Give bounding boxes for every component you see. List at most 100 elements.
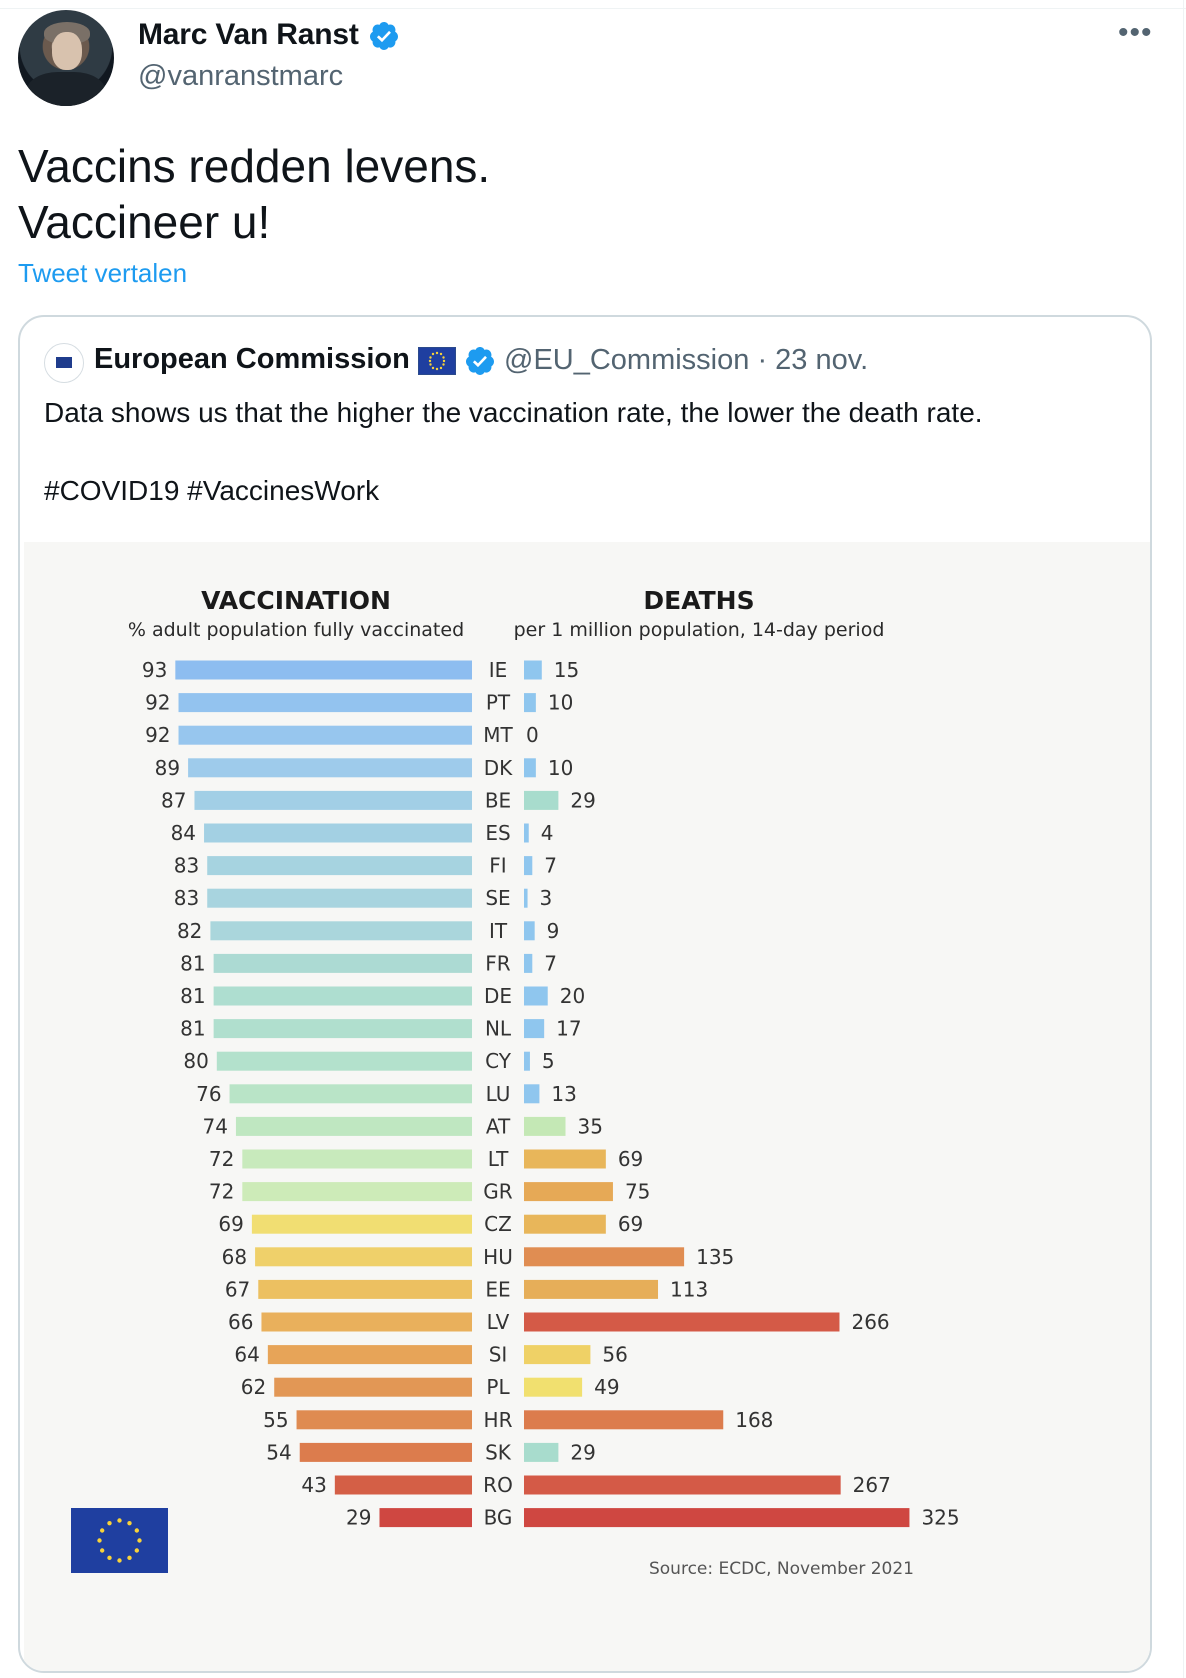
deaths-bar-NL	[524, 1019, 545, 1039]
eu-star	[99, 1528, 105, 1533]
eu-flag-icon	[418, 347, 456, 375]
quoted-hashtags[interactable]: #COVID19 #VaccinesWork	[44, 475, 380, 506]
vaccination-deaths-chart[interactable]: VACCINATION % adult population fully vac…	[24, 542, 1150, 1671]
deaths-bar-CY	[524, 1051, 530, 1071]
country-label-IT: IT	[489, 919, 508, 943]
deaths-bar-FR	[524, 953, 533, 973]
deaths-value-label: 56	[602, 1343, 627, 1367]
vaccination-value-label: 93	[142, 658, 167, 682]
deaths-value-label: 29	[570, 788, 595, 812]
vaccination-bar-BE	[194, 790, 472, 810]
translate-tweet-link[interactable]: Tweet vertalen	[18, 258, 188, 288]
quoted-author-avatar[interactable]	[44, 343, 84, 383]
country-label-LT: LT	[488, 1147, 509, 1171]
vaccination-value-label: 69	[218, 1212, 243, 1236]
vaccination-value-label: 66	[228, 1310, 253, 1334]
vaccination-bar-LV	[261, 1312, 472, 1332]
quoted-handle-date[interactable]: @EU_Commission · 23 nov.	[504, 344, 869, 376]
deaths-bar-PT	[524, 693, 536, 713]
country-label-MT: MT	[483, 723, 513, 747]
vaccination-bar-AT	[235, 1116, 472, 1136]
author-name[interactable]: Marc Van Ranst	[138, 18, 359, 51]
deaths-value-label: 266	[851, 1310, 889, 1334]
deaths-value-label: 10	[548, 756, 573, 780]
quoted-author-name[interactable]: European Commission	[94, 343, 410, 375]
deaths-value-label: 168	[735, 1408, 773, 1432]
vaccination-bar-MT	[178, 725, 472, 745]
deaths-value-label: 13	[551, 1082, 576, 1106]
deaths-bar-SE	[524, 888, 528, 908]
deaths-value-label: 20	[560, 984, 585, 1008]
deaths-bar-DK	[524, 758, 536, 778]
vaccination-bar-FI	[207, 856, 473, 876]
vaccination-subtitle: % adult population fully vaccinated	[128, 619, 464, 641]
vaccination-value-label: 74	[202, 1114, 227, 1138]
deaths-value-label: 49	[594, 1375, 619, 1399]
deaths-bar-HU	[524, 1247, 685, 1267]
vaccination-bar-SI	[267, 1345, 472, 1365]
deaths-bar-EE	[524, 1279, 659, 1299]
deaths-value-label: 113	[670, 1277, 708, 1301]
deaths-bar-LT	[524, 1149, 606, 1169]
tweet-text-line-2: Vaccineer u!	[18, 196, 271, 248]
vaccination-bar-CY	[216, 1051, 472, 1071]
vaccination-value-label: 54	[266, 1440, 291, 1464]
deaths-bar-ES	[524, 823, 529, 843]
author-avatar[interactable]	[18, 10, 114, 106]
deaths-title: DEATHS	[643, 586, 754, 615]
vaccination-bar-PL	[274, 1377, 472, 1397]
deaths-value-label: 4	[541, 821, 554, 845]
country-label-CY: CY	[485, 1049, 512, 1073]
eu-star	[99, 1548, 105, 1553]
country-label-SE: SE	[485, 886, 510, 910]
vaccination-value-label: 92	[145, 691, 170, 715]
deaths-value-label: 29	[570, 1440, 595, 1464]
eu-star	[127, 1555, 132, 1561]
vaccination-value-label: 72	[209, 1180, 234, 1204]
quoted-text: Data shows us that the higher the vaccin…	[44, 397, 983, 428]
deaths-bar-BE	[524, 790, 559, 810]
vaccination-bar-HR	[296, 1410, 472, 1430]
vaccination-value-label: 87	[161, 788, 186, 812]
country-label-HU: HU	[483, 1245, 513, 1269]
eu-star	[134, 1548, 140, 1553]
vaccination-bar-CZ	[251, 1214, 472, 1234]
deaths-value-label: 7	[544, 854, 557, 878]
more-horizontal-icon[interactable]: •••	[1118, 16, 1153, 49]
deaths-value-label: 75	[625, 1180, 650, 1204]
deaths-bar-BG	[524, 1508, 910, 1528]
deaths-subtitle: per 1 million population, 14-day period	[514, 619, 885, 641]
vaccination-bar-DE	[213, 986, 473, 1006]
vaccination-value-label: 89	[155, 756, 180, 780]
deaths-bar-IT	[524, 921, 535, 941]
vaccination-bar-PT	[178, 693, 472, 713]
deaths-bar-SI	[524, 1345, 591, 1365]
vaccination-title: VACCINATION	[201, 586, 391, 615]
deaths-bar-GR	[524, 1182, 613, 1202]
vaccination-bar-SE	[207, 888, 473, 908]
deaths-bar-IE	[524, 660, 542, 680]
vaccination-value-label: 62	[241, 1375, 266, 1399]
country-label-DK: DK	[484, 756, 513, 780]
author-handle[interactable]: @vanranstmarc	[138, 60, 344, 92]
deaths-value-label: 325	[921, 1506, 959, 1530]
deaths-bar-RO	[524, 1475, 841, 1495]
quoted-verified-badge-icon	[466, 347, 494, 375]
vaccination-bar-IT	[210, 921, 473, 941]
vaccination-value-label: 55	[263, 1408, 288, 1432]
country-label-DE: DE	[484, 984, 512, 1008]
vaccination-bar-DK	[188, 758, 472, 778]
tweet-text: Vaccins redden levens. Vaccineer u!	[18, 138, 490, 250]
country-label-BG: BG	[484, 1506, 513, 1530]
country-label-LV: LV	[487, 1310, 510, 1334]
chart-svg: VACCINATION % adult population fully vac…	[71, 586, 960, 1579]
vaccination-bar-BG	[379, 1508, 472, 1528]
deaths-value-label: 15	[554, 658, 579, 682]
deaths-bar-LV	[524, 1312, 840, 1332]
vaccination-bar-NL	[213, 1019, 473, 1039]
quoted-tweet-card[interactable]: European Commission @EU_Commission · 23 …	[18, 315, 1152, 1673]
deaths-value-label: 9	[547, 919, 560, 943]
eu-star	[127, 1520, 132, 1526]
country-label-IE: IE	[489, 658, 508, 682]
deaths-value-label: 69	[618, 1147, 643, 1171]
